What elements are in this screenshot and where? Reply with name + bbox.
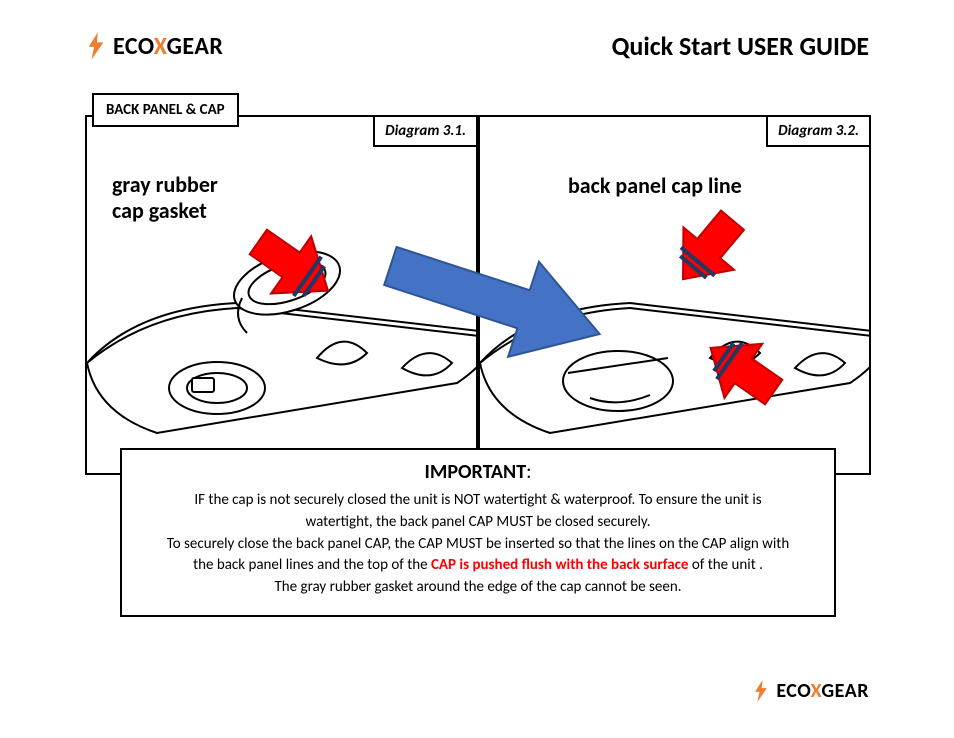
brand-logo: ECOXGEAR <box>85 32 223 61</box>
important-line2b-em: CAP is pushed flush with the back surfac… <box>431 556 689 574</box>
important-line2b-pre: the back panel lines and the top of the <box>193 556 431 574</box>
section-label: BACK PANEL & CAP <box>92 93 239 127</box>
important-box: IMPORTANT: IF the cap is not securely cl… <box>120 448 836 617</box>
brand-x: X <box>154 32 167 61</box>
bolt-icon <box>752 680 770 702</box>
diagram-box-right: Diagram 3.2. back panel cap line <box>478 115 871 475</box>
important-line2b-post: of the unit . <box>688 556 762 574</box>
brand-prefix: ECO <box>113 32 154 61</box>
important-body: IF the cap is not securely closed the un… <box>142 490 814 599</box>
callout-back-panel-cap-line: back panel cap line <box>568 172 742 199</box>
diagram-box-left: Diagram 3.1. gray rubbercap gasket <box>85 115 478 475</box>
important-line1b: watertight, the back panel CAP MUST be c… <box>306 513 651 531</box>
brand-text: ECOXGEAR <box>113 32 223 61</box>
footer-brand-text: ECOXGEAR <box>776 679 869 703</box>
brand-prefix: ECO <box>776 679 810 703</box>
page-header: ECOXGEAR Quick Start USER GUIDE <box>85 30 869 62</box>
important-line3: The gray rubber gasket around the edge o… <box>274 578 681 596</box>
diagram-label-right: Diagram 3.2. <box>766 115 871 147</box>
important-heading-text: IMPORTANT <box>425 460 527 484</box>
important-heading: IMPORTANT: <box>142 460 814 484</box>
page-title: Quick Start USER GUIDE <box>612 30 869 62</box>
important-colon: : <box>526 460 531 484</box>
callout-gray-rubber-gasket: gray rubbercap gasket <box>112 172 218 225</box>
important-line1a: IF the cap is not securely closed the un… <box>194 491 761 509</box>
bolt-icon <box>85 32 107 60</box>
footer-logo: ECOXGEAR <box>752 679 869 703</box>
diagram-area: Diagram 3.1. gray rubbercap gasket <box>85 95 871 475</box>
device-drawing-right <box>478 213 871 475</box>
diagram-label-left: Diagram 3.1. <box>373 115 478 147</box>
brand-x: X <box>811 679 822 703</box>
brand-suffix: GEAR <box>821 679 869 703</box>
brand-suffix: GEAR <box>167 32 224 61</box>
important-line2a: To securely close the back panel CAP, th… <box>167 535 789 553</box>
device-drawing-left <box>85 213 478 475</box>
